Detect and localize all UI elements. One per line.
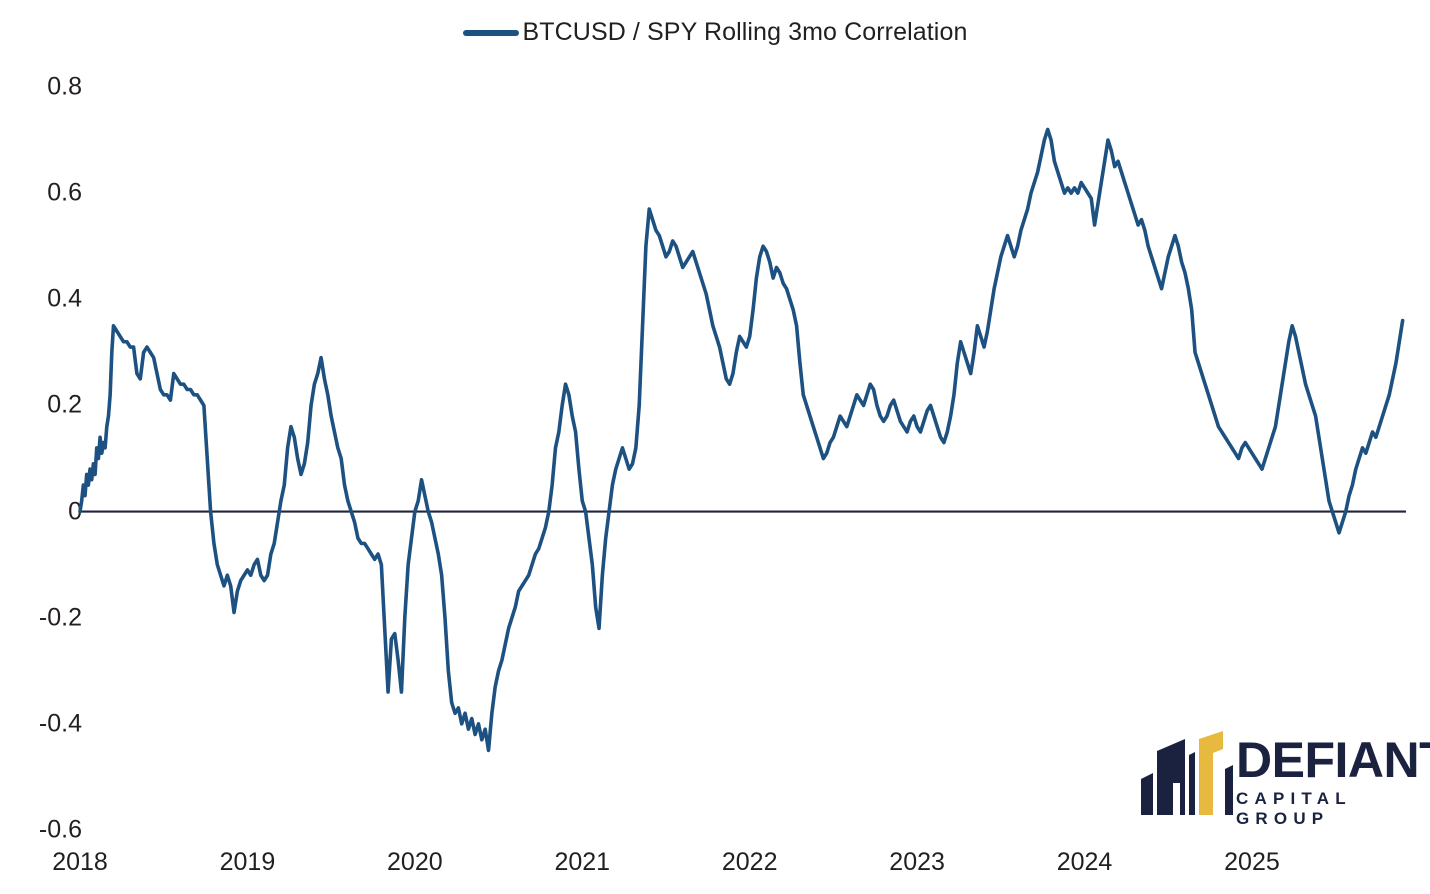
y-axis-tick: 0 xyxy=(68,497,82,526)
x-axis-tick: 2019 xyxy=(219,848,276,876)
x-axis-tick: 2018 xyxy=(52,848,108,876)
y-axis-tick: -0.2 xyxy=(38,603,82,632)
x-axis-tick: 2025 xyxy=(1224,848,1280,876)
x-axis-tick: 2022 xyxy=(721,848,778,876)
x-axis-tick: 2021 xyxy=(554,848,611,876)
logo-title: DEFIANT xyxy=(1236,732,1430,788)
y-axis-tick: 0.8 xyxy=(47,72,82,101)
y-axis-tick: -0.4 xyxy=(38,709,82,738)
y-axis-tick: 0.2 xyxy=(47,390,82,419)
building-mark-icon xyxy=(1141,731,1233,815)
y-axis-tick: 0.4 xyxy=(47,284,82,313)
x-axis-tick: 2020 xyxy=(387,848,443,876)
defiant-capital-logo: DEFIANT CAPITAL GROUP xyxy=(1133,731,1430,828)
x-axis-tick: 2024 xyxy=(1056,848,1113,876)
logo-subtitle: CAPITAL GROUP xyxy=(1236,789,1352,828)
logo-text: DEFIANT CAPITAL GROUP xyxy=(1236,733,1430,829)
x-axis-tick: 2023 xyxy=(889,848,945,876)
y-axis-tick: 0.6 xyxy=(47,178,82,207)
series-line xyxy=(78,127,1405,753)
y-axis-tick: -0.6 xyxy=(38,815,82,844)
